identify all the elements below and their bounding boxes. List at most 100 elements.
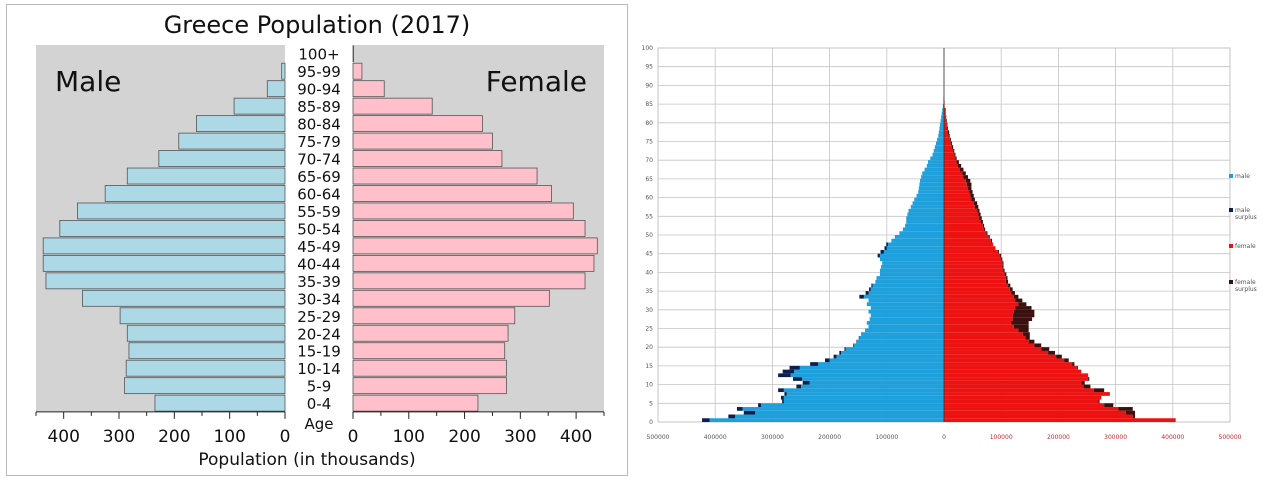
female-bar-20-24 <box>352 324 509 342</box>
female-surplus-bar <box>977 208 980 213</box>
female-surplus-bar <box>1028 339 1035 344</box>
male-bar <box>886 246 944 250</box>
male-bar <box>919 178 944 183</box>
female-bar-75-79 <box>352 132 493 150</box>
female-surplus-bar <box>1076 365 1078 370</box>
male-bar <box>879 268 944 273</box>
female-bar <box>944 235 989 239</box>
female-surplus-bar <box>1104 403 1114 408</box>
male-surplus-bar <box>880 249 884 254</box>
female-bar <box>944 231 987 235</box>
female-surplus-bar <box>1015 298 1023 303</box>
female-surplus-bar <box>952 145 954 149</box>
male-bar <box>938 134 944 138</box>
female-bar <box>944 148 954 153</box>
female-bar <box>944 384 1084 389</box>
male-bar <box>760 403 944 408</box>
x-tick-label-left: 500000 <box>647 434 670 441</box>
female-surplus-bar <box>970 193 974 198</box>
male-bar <box>918 186 944 191</box>
male-bar <box>879 253 944 258</box>
male-bar <box>841 350 944 355</box>
female-surplus-bar <box>979 216 982 221</box>
female-surplus-bar <box>990 238 993 243</box>
male-bar <box>829 358 944 363</box>
female-bar <box>944 332 1023 336</box>
female-bar <box>944 249 998 254</box>
male-surplus-bar <box>702 418 710 422</box>
male-bar <box>939 126 944 131</box>
female-surplus-bar <box>1088 377 1090 381</box>
female-bar <box>944 205 975 209</box>
female-surplus-bar <box>963 175 969 179</box>
female-surplus-bar <box>957 163 962 168</box>
male-bar <box>887 242 944 247</box>
male-surplus-bar <box>856 339 858 344</box>
age-label-95-99: 95-99 <box>297 63 341 81</box>
male-bar-30-34 <box>82 289 286 307</box>
male-bar <box>941 111 944 116</box>
greece-pyramid-chart: Greece Population (2017) Male Female 0-45-9… <box>35 11 605 470</box>
female-surplus-bar <box>1013 309 1035 314</box>
female-bar <box>944 264 1003 269</box>
female-surplus-bar <box>945 111 946 116</box>
male-bar <box>924 167 944 172</box>
female-bar <box>944 193 971 198</box>
y-tick-label: 25 <box>645 326 653 333</box>
legend-swatch <box>1229 174 1233 178</box>
female-x-tick-label: 100 <box>393 427 425 447</box>
female-bar <box>944 152 955 157</box>
female-bar <box>944 242 994 247</box>
female-x-tick-label: 0 <box>348 427 359 447</box>
female-bar-45-49 <box>352 237 598 255</box>
male-bar <box>783 399 944 404</box>
female-bar <box>944 306 1016 310</box>
female-bar <box>944 190 970 194</box>
age-label-70-74: 70-74 <box>297 151 341 169</box>
female-surplus-bar <box>1125 410 1136 415</box>
female-bar <box>944 246 996 250</box>
female-surplus-bar <box>986 231 988 235</box>
female-surplus-bar <box>1005 279 1009 284</box>
male-surplus-bar <box>825 358 830 363</box>
x-tick-label-right: 500000 <box>1219 434 1242 441</box>
age-label-35-39: 35-39 <box>297 273 341 291</box>
female-surplus-bar <box>1132 414 1136 419</box>
female-x-tick-label: 200 <box>448 427 480 447</box>
y-tick-label: 80 <box>645 120 653 127</box>
female-bar <box>944 373 1089 378</box>
female-surplus-bar <box>982 223 985 228</box>
male-bar <box>916 193 944 198</box>
female-bar <box>944 268 1004 273</box>
male-bar-75-79 <box>178 132 286 150</box>
male-bar <box>881 264 944 269</box>
male-bar-70-74 <box>158 150 286 167</box>
x-tick-label-left: 100000 <box>875 434 898 441</box>
age-label-60-64: 60-64 <box>297 185 341 203</box>
age-label-90-94: 90-94 <box>297 81 341 99</box>
female-bar <box>944 414 1133 419</box>
male-bar <box>802 377 944 381</box>
female-surplus-bar <box>997 249 999 254</box>
age-label-25-29: 25-29 <box>297 308 341 326</box>
female-bar <box>944 298 1016 303</box>
male-bar-95-99 <box>281 62 286 80</box>
male-bar <box>869 317 944 322</box>
female-surplus-bar <box>962 171 966 176</box>
male-bar <box>918 190 944 194</box>
female-surplus-bar <box>1011 321 1029 325</box>
legend-label-line: male <box>1235 207 1250 214</box>
female-bar <box>944 321 1012 325</box>
female-surplus-bar <box>1081 380 1085 385</box>
male-bar-5-9 <box>124 377 286 395</box>
female-bar-25-29 <box>352 307 516 325</box>
male-bar <box>853 343 944 348</box>
female-x-tick-label: 400 <box>560 427 592 447</box>
female-bar <box>944 350 1049 355</box>
female-surplus-bar <box>1072 362 1075 366</box>
y-tick-label: 20 <box>645 344 653 351</box>
female-surplus-bar <box>1013 294 1019 299</box>
female-bar-100+ <box>352 45 354 63</box>
x-tick-label-right: 100000 <box>990 434 1013 441</box>
female-bar <box>944 343 1035 348</box>
